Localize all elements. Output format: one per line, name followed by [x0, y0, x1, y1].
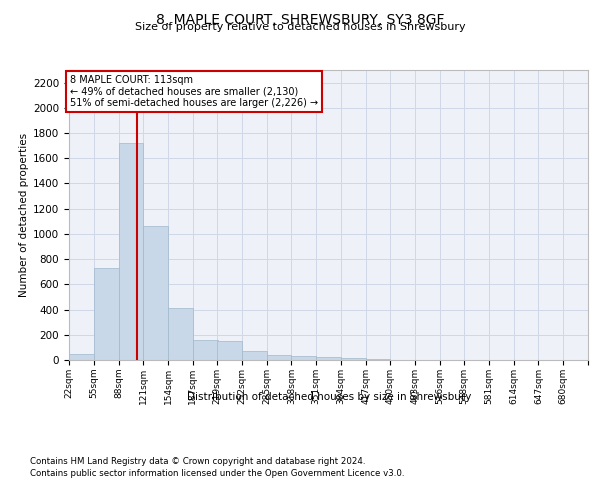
Bar [316, 358, 341, 360]
Bar [217, 341, 242, 360]
Bar [94, 268, 119, 360]
Bar [266, 355, 292, 360]
Text: 8, MAPLE COURT, SHREWSBURY, SY3 8GF: 8, MAPLE COURT, SHREWSBURY, SY3 8GF [156, 12, 444, 26]
Bar [242, 351, 266, 360]
Bar [365, 358, 391, 360]
Bar [168, 308, 193, 360]
Y-axis label: Number of detached properties: Number of detached properties [19, 133, 29, 297]
Bar [193, 340, 218, 360]
Text: Contains HM Land Registry data © Crown copyright and database right 2024.: Contains HM Land Registry data © Crown c… [30, 458, 365, 466]
Text: 8 MAPLE COURT: 113sqm
← 49% of detached houses are smaller (2,130)
51% of semi-d: 8 MAPLE COURT: 113sqm ← 49% of detached … [70, 75, 318, 108]
Text: Contains public sector information licensed under the Open Government Licence v3: Contains public sector information licen… [30, 469, 404, 478]
Bar [292, 356, 316, 360]
Text: Distribution of detached houses by size in Shrewsbury: Distribution of detached houses by size … [187, 392, 471, 402]
Bar [69, 354, 94, 360]
Text: Size of property relative to detached houses in Shrewsbury: Size of property relative to detached ho… [134, 22, 466, 32]
Bar [119, 143, 143, 360]
Bar [143, 226, 168, 360]
Bar [341, 358, 365, 360]
